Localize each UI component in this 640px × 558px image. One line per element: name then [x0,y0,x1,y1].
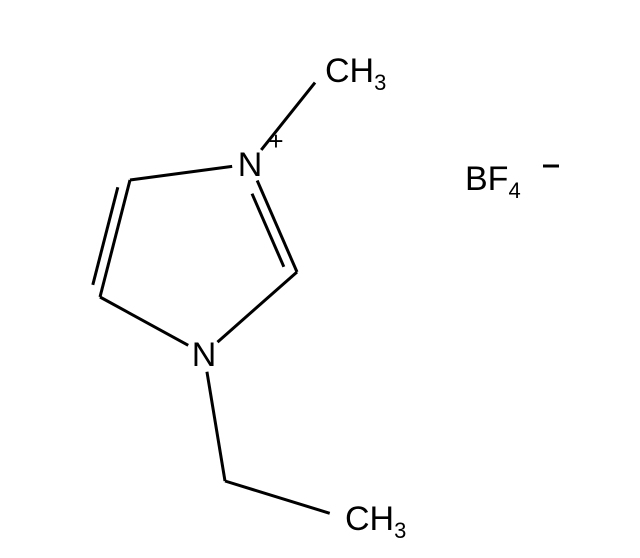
svg-text:N: N [238,146,263,184]
svg-text:CH3: CH3 [345,500,406,543]
svg-text:N: N [192,336,217,374]
svg-text:BF4: BF4 [465,160,521,203]
molecule-diagram: N+NCH3CH3BF4 [0,0,640,558]
svg-text:+: + [268,126,283,156]
svg-text:CH3: CH3 [325,52,386,95]
